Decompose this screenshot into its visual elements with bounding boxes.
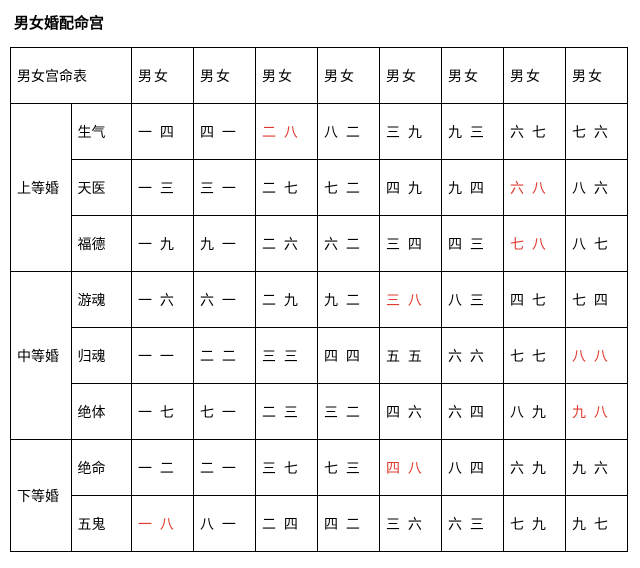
pair-cell: 四 九 [380, 160, 442, 216]
pair-cell: 一 三 [132, 160, 194, 216]
pair-cell: 六 四 [442, 384, 504, 440]
pair-cell: 七 八 [504, 216, 566, 272]
pair-cell: 八 一 [194, 496, 256, 552]
pair-cell: 七 九 [504, 496, 566, 552]
table-row: 下等婚绝命一 二二 一三 七七 三四 八八 四六 九九 六 [11, 440, 628, 496]
subgroup-label: 绝命 [71, 440, 132, 496]
pair-cell: 七 六 [566, 104, 628, 160]
table-row: 福德一 九九 一二 六六 二三 四四 三七 八八 七 [11, 216, 628, 272]
group-label: 上等婚 [11, 104, 72, 272]
pair-cell: 三 一 [194, 160, 256, 216]
pair-cell: 四 一 [194, 104, 256, 160]
pair-cell: 九 六 [566, 440, 628, 496]
pair-cell: 一 九 [132, 216, 194, 272]
header-col: 男女 [132, 48, 194, 104]
pair-cell: 三 六 [380, 496, 442, 552]
pair-cell: 六 二 [318, 216, 380, 272]
pair-cell: 二 七 [256, 160, 318, 216]
pair-cell: 八 七 [566, 216, 628, 272]
pair-cell: 一 一 [132, 328, 194, 384]
pair-cell: 六 七 [504, 104, 566, 160]
header-lead: 男女宫命表 [11, 48, 132, 104]
table-row: 归魂一 一二 二三 三四 四五 五六 六七 七八 八 [11, 328, 628, 384]
page-title: 男女婚配命宫 [14, 12, 630, 33]
group-label: 中等婚 [11, 272, 72, 440]
pair-cell: 二 六 [256, 216, 318, 272]
pair-cell: 九 七 [566, 496, 628, 552]
subgroup-label: 五鬼 [71, 496, 132, 552]
pair-cell: 一 四 [132, 104, 194, 160]
pair-cell: 四 三 [442, 216, 504, 272]
table-row: 天医一 三三 一二 七七 二四 九九 四六 八八 六 [11, 160, 628, 216]
pair-cell: 七 二 [318, 160, 380, 216]
header-col: 男女 [504, 48, 566, 104]
pair-cell: 一 八 [132, 496, 194, 552]
pair-cell: 四 六 [380, 384, 442, 440]
pair-cell: 九 三 [442, 104, 504, 160]
pair-cell: 七 一 [194, 384, 256, 440]
pair-cell: 二 二 [194, 328, 256, 384]
group-label: 下等婚 [11, 440, 72, 552]
subgroup-label: 绝体 [71, 384, 132, 440]
subgroup-label: 福德 [71, 216, 132, 272]
pair-cell: 六 三 [442, 496, 504, 552]
pair-cell: 二 三 [256, 384, 318, 440]
pair-cell: 八 二 [318, 104, 380, 160]
table-row: 上等婚生气一 四四 一二 八八 二三 九九 三六 七七 六 [11, 104, 628, 160]
pair-cell: 六 九 [504, 440, 566, 496]
pair-cell: 八 九 [504, 384, 566, 440]
pair-cell: 八 六 [566, 160, 628, 216]
pair-cell: 四 二 [318, 496, 380, 552]
pair-cell: 八 八 [566, 328, 628, 384]
pair-cell: 一 二 [132, 440, 194, 496]
pair-cell: 九 二 [318, 272, 380, 328]
header-col: 男女 [442, 48, 504, 104]
subgroup-label: 游魂 [71, 272, 132, 328]
pair-cell: 九 四 [442, 160, 504, 216]
header-col: 男女 [318, 48, 380, 104]
header-col: 男女 [194, 48, 256, 104]
pair-cell: 九 一 [194, 216, 256, 272]
pair-cell: 七 七 [504, 328, 566, 384]
pair-cell: 八 三 [442, 272, 504, 328]
pair-cell: 二 一 [194, 440, 256, 496]
pair-cell: 四 四 [318, 328, 380, 384]
pair-cell: 九 八 [566, 384, 628, 440]
pair-cell: 六 六 [442, 328, 504, 384]
pair-cell: 一 六 [132, 272, 194, 328]
pair-cell: 五 五 [380, 328, 442, 384]
pair-cell: 六 八 [504, 160, 566, 216]
pair-cell: 四 七 [504, 272, 566, 328]
table-header-row: 男女宫命表 男女 男女 男女 男女 男女 男女 男女 男女 [11, 48, 628, 104]
header-col: 男女 [256, 48, 318, 104]
pair-cell: 三 八 [380, 272, 442, 328]
pair-cell: 三 七 [256, 440, 318, 496]
table-row: 绝体一 七七 一二 三三 二四 六六 四八 九九 八 [11, 384, 628, 440]
pair-cell: 八 四 [442, 440, 504, 496]
subgroup-label: 归魂 [71, 328, 132, 384]
header-col: 男女 [380, 48, 442, 104]
pair-cell: 四 八 [380, 440, 442, 496]
pair-cell: 二 四 [256, 496, 318, 552]
pair-cell: 七 三 [318, 440, 380, 496]
pair-cell: 六 一 [194, 272, 256, 328]
pair-cell: 一 七 [132, 384, 194, 440]
subgroup-label: 天医 [71, 160, 132, 216]
marriage-palace-table: 男女宫命表 男女 男女 男女 男女 男女 男女 男女 男女 上等婚生气一 四四 … [10, 47, 628, 552]
table-row: 中等婚游魂一 六六 一二 九九 二三 八八 三四 七七 四 [11, 272, 628, 328]
pair-cell: 三 九 [380, 104, 442, 160]
pair-cell: 二 九 [256, 272, 318, 328]
pair-cell: 三 四 [380, 216, 442, 272]
pair-cell: 七 四 [566, 272, 628, 328]
table-row: 五鬼一 八八 一二 四四 二三 六六 三七 九九 七 [11, 496, 628, 552]
subgroup-label: 生气 [71, 104, 132, 160]
pair-cell: 三 三 [256, 328, 318, 384]
pair-cell: 二 八 [256, 104, 318, 160]
pair-cell: 三 二 [318, 384, 380, 440]
header-col: 男女 [566, 48, 628, 104]
